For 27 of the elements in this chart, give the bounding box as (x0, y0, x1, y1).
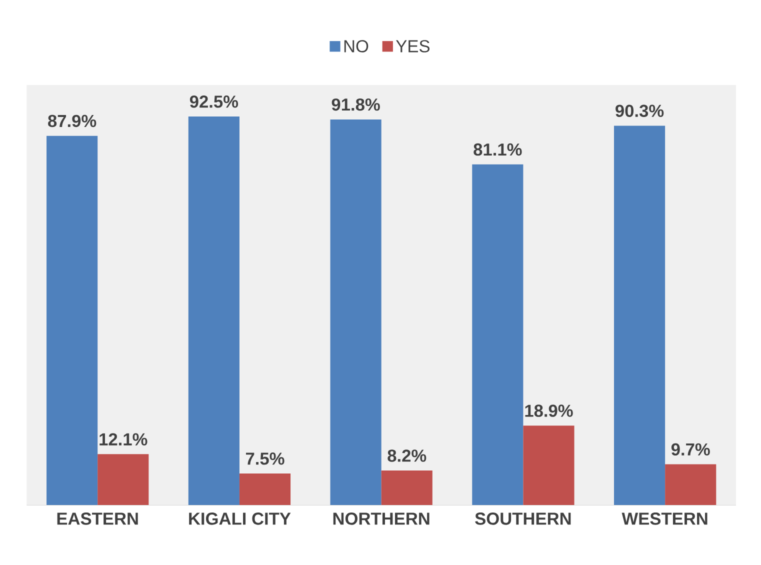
bar (381, 470, 432, 506)
bar (188, 116, 240, 506)
bar (330, 119, 382, 506)
bar (665, 464, 716, 506)
legend-label: YES (396, 40, 430, 52)
data-label: 91.8% (332, 98, 380, 111)
data-label: 9.7% (671, 443, 710, 456)
data-label: 87.9% (48, 114, 96, 128)
x-tick-label: EASTERN (57, 512, 138, 525)
data-label: 92.5% (190, 96, 238, 108)
x-tick-label: SOUTHERN (475, 512, 571, 525)
bar (614, 126, 666, 506)
bar (239, 474, 291, 506)
data-label: 12.1% (100, 433, 148, 446)
x-tick-label: NORTHERN (333, 512, 430, 525)
x-tick-label: WESTERN (622, 512, 708, 525)
bar (472, 164, 524, 506)
bar (46, 136, 98, 506)
x-tick-label: KIGALI CITY (189, 512, 291, 525)
bar (98, 454, 149, 506)
data-label: 8.2% (388, 450, 426, 462)
data-label: 18.9% (525, 404, 573, 417)
data-label: 7.5% (246, 452, 284, 465)
data-label: 81.1% (474, 143, 522, 156)
legend-label: NO (344, 40, 368, 52)
bar (523, 426, 574, 506)
data-label: 90.3% (616, 104, 664, 118)
